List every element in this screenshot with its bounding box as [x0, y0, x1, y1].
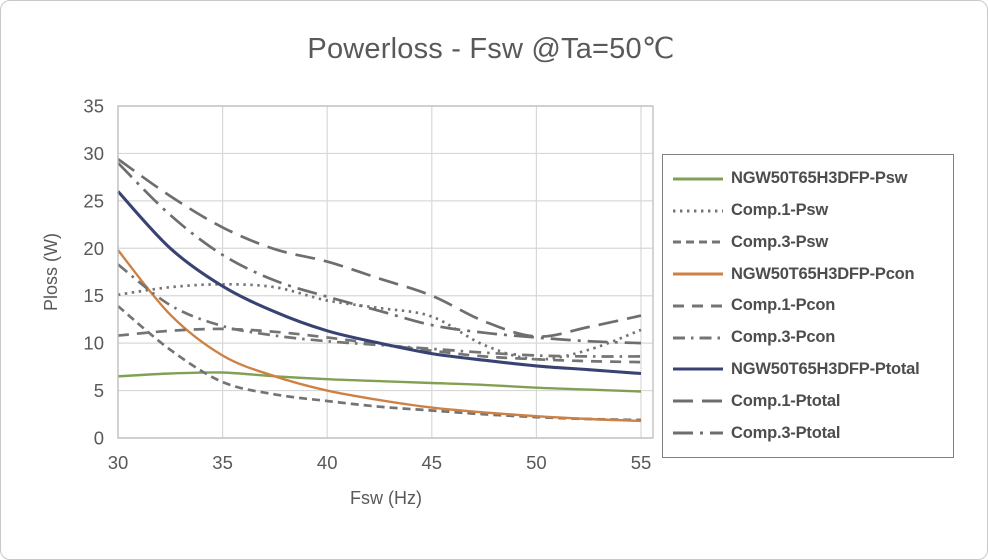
plot-border: [117, 105, 654, 439]
x-tick-label: 40: [317, 452, 338, 473]
series-line-Comp.3-Pcon: [117, 263, 642, 358]
y-tick-label: 5: [94, 380, 104, 401]
y-tick-label: 15: [83, 285, 104, 306]
y-tick-label: 20: [83, 238, 104, 259]
legend-line-sample-icon: [673, 431, 723, 435]
legend-item-label: NGW50T65H3DFP-Ptotal: [731, 359, 920, 378]
legend-item-label: Comp.3-Pcon: [731, 328, 836, 347]
legend-line-sample-icon: [673, 272, 723, 276]
legend: NGW50T65H3DFP-Psw Comp.1-Psw Comp.3-Psw NGW…: [662, 154, 954, 458]
legend-item: Comp.1-Pcon: [672, 296, 943, 315]
legend-item-label: NGW50T65H3DFP-Psw: [731, 169, 908, 188]
legend-line-sample-icon: [673, 209, 723, 213]
y-tick-label: 0: [94, 428, 104, 449]
y-axis-title: Ploss (W): [41, 233, 61, 311]
legend-item: NGW50T65H3DFP-Pcon: [672, 265, 943, 284]
y-tick-label: 30: [83, 143, 104, 164]
legend-line-sample-icon: [673, 240, 723, 244]
x-axis-title: Fsw (Hz): [350, 488, 422, 508]
legend-item-label: NGW50T65H3DFP-Pcon: [731, 264, 915, 283]
x-tick-label: 35: [212, 452, 233, 473]
legend-item: NGW50T65H3DFP-Ptotal: [672, 360, 943, 379]
legend-item-label: Comp.1-Ptotal: [731, 391, 841, 410]
legend-line-sample-icon: [673, 367, 723, 371]
legend-line-sample-icon: [673, 336, 723, 340]
legend-item-label: Comp.3-Psw: [731, 232, 829, 251]
y-tick-label: 35: [83, 96, 104, 117]
x-tick-label: 30: [108, 452, 129, 473]
legend-item-label: Comp.1-Psw: [731, 201, 829, 220]
legend-item: NGW50T65H3DFP-Psw: [672, 169, 943, 188]
y-tick-label: 10: [83, 333, 104, 354]
legend-item: Comp.3-Ptotal: [672, 424, 943, 443]
series-line-NGW50T65H3DFP-Pcon: [117, 249, 642, 423]
legend-item: Comp.3-Pcon: [672, 328, 943, 347]
legend-item-label: Comp.3-Ptotal: [731, 423, 841, 442]
series-line-Comp.3-Psw: [117, 305, 642, 422]
x-tick-label: 50: [526, 452, 547, 473]
series-line-Comp.1-Pcon: [117, 327, 642, 364]
legend-item: Comp.1-Ptotal: [672, 392, 943, 411]
legend-line-sample-icon: [673, 304, 723, 308]
legend-item: Comp.1-Psw: [672, 201, 943, 220]
series-line-Comp.3-Ptotal: [117, 161, 642, 345]
legend-item-label: Comp.1-Pcon: [731, 296, 836, 315]
series-line-Comp.1-Ptotal: [117, 158, 642, 338]
legend-line-sample-icon: [673, 399, 723, 403]
x-tick-label: 45: [422, 452, 443, 473]
legend-line-sample-icon: [673, 177, 723, 181]
series-lines: [116, 158, 642, 423]
series-line-NGW50T65H3DFP-Ptotal: [116, 190, 642, 376]
x-tick-label: 55: [631, 452, 652, 473]
tick-labels: 0 5 10 15 20 25 30 35 30 35 40 45 50 55: [83, 96, 651, 474]
chart-title: Powerloss - Fsw @Ta=50℃: [307, 33, 675, 65]
y-tick-label: 25: [83, 190, 104, 211]
legend-item: Comp.3-Psw: [672, 233, 943, 252]
series-line-NGW50T65H3DFP-Psw: [117, 371, 642, 393]
